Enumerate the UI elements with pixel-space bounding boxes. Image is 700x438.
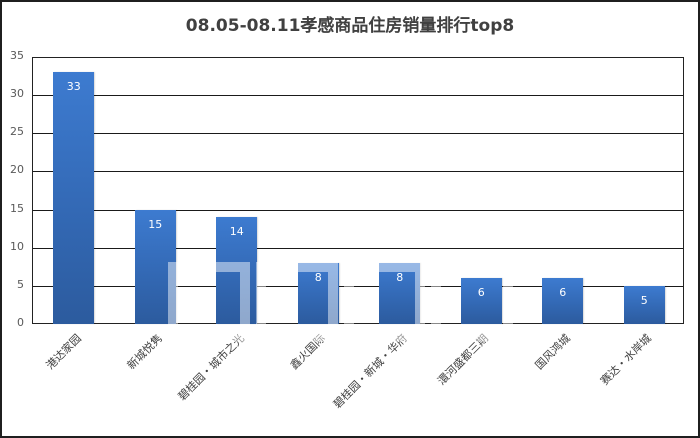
bar: 5 <box>623 285 665 324</box>
bar-value-label: 8 <box>314 270 322 284</box>
bar-value-label: 5 <box>640 293 648 307</box>
y-tick-label: 30 <box>10 87 24 101</box>
bar: 6 <box>460 278 502 324</box>
y-tick-label: 20 <box>10 163 24 177</box>
bar-value-label: 33 <box>66 80 81 94</box>
bar-value-label: 8 <box>396 270 404 284</box>
bar: 33 <box>53 72 95 324</box>
bar: 15 <box>134 209 176 324</box>
bar: 14 <box>216 217 258 324</box>
gridline <box>33 285 683 287</box>
y-tick-label: 15 <box>10 201 24 215</box>
gridline <box>33 247 683 249</box>
chart-title: 08.05-08.11孝感商品住房销量排行top8 <box>185 16 515 36</box>
bar-value-label: 14 <box>229 225 244 239</box>
bar-value-label: 6 <box>477 286 485 300</box>
y-tick-label: 5 <box>17 277 24 291</box>
bar: 6 <box>542 278 584 324</box>
bar: 8 <box>379 262 421 324</box>
plot-area: 33 15 14 8 8 6 6 5 <box>32 57 684 324</box>
gridline <box>33 209 683 211</box>
y-tick-label: 0 <box>17 316 24 329</box>
y-tick-label: 35 <box>10 49 24 62</box>
gridline <box>33 133 683 135</box>
y-tick-label: 25 <box>10 125 24 139</box>
y-tick-label: 10 <box>10 239 24 253</box>
gridline <box>33 171 683 173</box>
bar: 8 <box>297 262 339 324</box>
gridline <box>33 95 683 97</box>
bar-value-label: 6 <box>559 286 567 300</box>
bar-value-label: 15 <box>148 217 163 231</box>
